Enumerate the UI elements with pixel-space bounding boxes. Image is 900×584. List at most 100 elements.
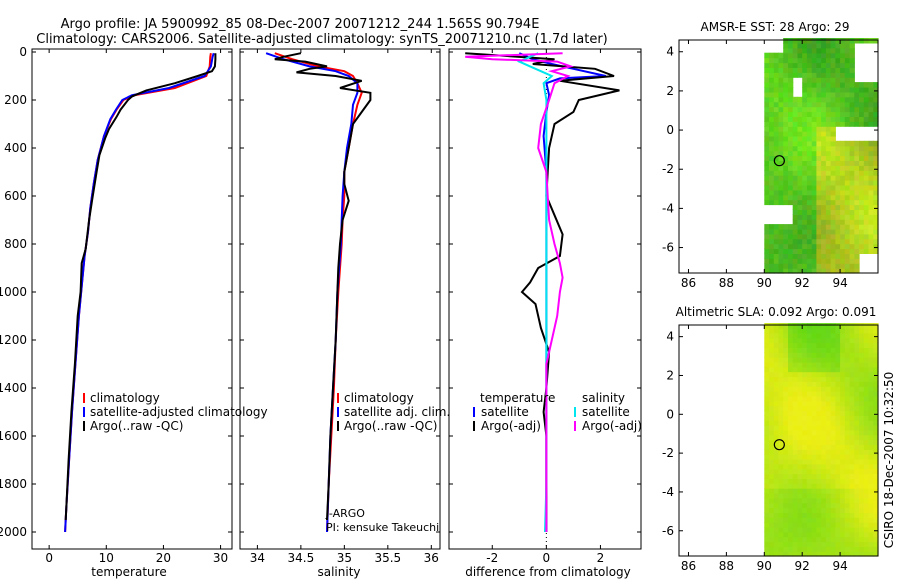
sla-cell <box>835 463 841 470</box>
sst-cell <box>788 243 794 250</box>
sla-cell <box>854 434 860 441</box>
sla-cell <box>868 386 874 392</box>
sla-cell <box>868 434 874 441</box>
sla-cell <box>802 478 808 484</box>
sst-cell <box>873 150 879 157</box>
sla-cell <box>835 429 841 436</box>
sla-cell <box>863 492 870 499</box>
sla-cell <box>773 415 780 421</box>
sst-cell <box>764 189 770 196</box>
depth-tick-label: 800 <box>4 237 27 251</box>
sla-cell <box>821 381 827 387</box>
sst-cell <box>854 228 860 235</box>
sla-cell <box>764 473 770 479</box>
sst-cell <box>778 155 784 161</box>
sla-cell <box>830 327 836 334</box>
sst-cell <box>840 62 846 68</box>
sst-cell <box>778 111 784 117</box>
sla-cell <box>806 415 813 421</box>
sst-cell <box>825 52 832 59</box>
sla-cell <box>840 386 846 392</box>
sla-cell <box>835 492 841 499</box>
sst-cell <box>783 238 789 245</box>
sst-cell <box>840 194 846 201</box>
sst-cell <box>849 248 855 254</box>
sla-cell <box>811 386 817 392</box>
sla-cell <box>802 361 808 368</box>
sst-cell <box>830 42 836 49</box>
sst-cell <box>863 96 870 103</box>
sla-cell <box>849 449 855 455</box>
sla-cell <box>773 420 780 426</box>
sst-cell <box>802 199 808 206</box>
sst-cell <box>830 87 836 93</box>
sla-cell <box>849 531 855 538</box>
sst-cell <box>849 175 855 181</box>
sla-cell <box>825 323 832 329</box>
sst-cell <box>773 228 780 235</box>
sst-cell <box>859 121 865 127</box>
depth-tick-label: 400 <box>4 141 27 155</box>
sst-cell <box>783 87 789 93</box>
sla-cell <box>854 507 860 513</box>
sla-cell <box>806 410 813 416</box>
sla-cell <box>783 483 789 489</box>
sst-cell <box>764 121 770 127</box>
sla-cell <box>849 439 855 445</box>
sst-cell <box>873 199 879 206</box>
sla-cell <box>778 522 784 528</box>
sst-cell <box>854 150 860 157</box>
salinity-legend-label: climatology <box>344 391 414 405</box>
sst-cell <box>859 209 865 215</box>
sla-cell <box>863 405 870 412</box>
sla-cell <box>811 449 817 455</box>
sla-cell <box>835 415 841 421</box>
sla-cell <box>788 352 794 358</box>
sla-cell <box>773 405 780 412</box>
sla-cell <box>835 497 841 504</box>
sst-cell <box>811 160 817 166</box>
sst-cell <box>859 175 865 181</box>
sst-cell <box>873 165 879 171</box>
sst-cell <box>778 199 784 206</box>
sla-cell <box>835 546 841 552</box>
sst-cell <box>788 140 794 147</box>
sla-cell <box>802 342 808 348</box>
sst-cell <box>830 180 836 186</box>
sla-cell <box>873 342 879 348</box>
sla-cell <box>873 502 879 509</box>
sst-cell <box>844 165 851 171</box>
sla-cell <box>863 361 870 368</box>
sst-cell <box>854 268 860 274</box>
sla-cell <box>788 327 794 334</box>
sla-cell <box>844 323 851 329</box>
sla-cell <box>816 400 822 407</box>
sla-cell <box>769 366 775 373</box>
sla-cell <box>788 405 794 412</box>
depth-tick-label: 1600 <box>0 429 27 443</box>
sst-cell <box>769 238 775 245</box>
difference-axes: -2 0 2 <box>448 48 642 565</box>
sla-cell <box>764 366 770 373</box>
sst-cell <box>811 87 817 93</box>
sst-cell <box>825 228 832 235</box>
sst-cell <box>764 224 770 230</box>
sst-cell <box>849 233 855 240</box>
sst-cell <box>811 57 817 64</box>
sla-cell <box>764 458 770 465</box>
sst-cell <box>811 263 817 269</box>
sst-cell <box>844 52 851 59</box>
sst-cell <box>806 258 813 264</box>
sst-cell <box>849 268 855 274</box>
sla-cell <box>788 536 794 543</box>
sst-cell <box>806 42 813 49</box>
sla-cell <box>830 478 836 484</box>
sla-cell <box>840 522 846 528</box>
sla-cell <box>854 551 860 557</box>
sla-cell <box>773 342 780 348</box>
sla-cell <box>840 483 846 489</box>
sla-cell <box>849 361 855 368</box>
sst-cell <box>840 209 846 215</box>
sst-cell <box>854 96 860 103</box>
